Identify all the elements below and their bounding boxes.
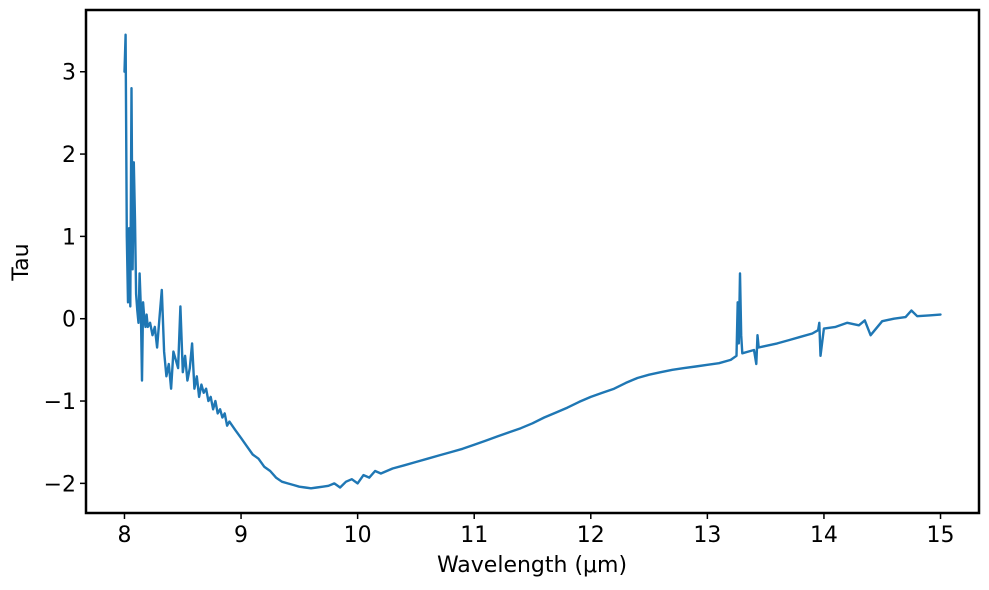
y-tick-label: 0 (62, 308, 76, 333)
x-tick-label: 11 (460, 523, 488, 548)
x-tick-label: 15 (927, 523, 955, 548)
x-tick-label: 14 (810, 523, 838, 548)
y-tick-label: −1 (44, 390, 76, 415)
series-line (123, 33, 942, 490)
x-tick-label: 9 (234, 523, 248, 548)
y-tick-label: 1 (62, 225, 76, 250)
y-tick-label: 3 (62, 61, 76, 86)
x-tick-label: 10 (344, 523, 372, 548)
plot-frame (84, 8, 981, 515)
x-axis-label: Wavelength (μm) (437, 553, 627, 578)
x-tick-label: 13 (693, 523, 721, 548)
x-tick-label: 12 (577, 523, 605, 548)
y-tick-label: 2 (62, 143, 76, 168)
y-tick-label: −2 (44, 472, 76, 497)
x-tick-label: 8 (117, 523, 131, 548)
y-axis-label: Tau (9, 243, 34, 281)
